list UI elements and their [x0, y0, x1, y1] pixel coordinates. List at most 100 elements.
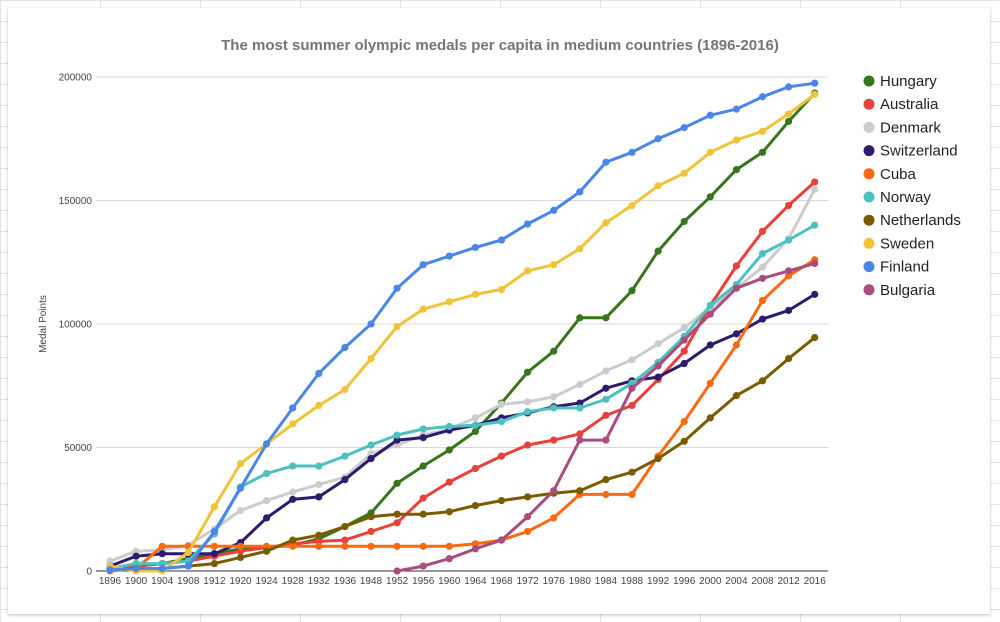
data-point-bulgaria — [497, 536, 506, 544]
data-point-cuba — [263, 542, 271, 550]
data-point-denmark — [654, 340, 662, 348]
data-point-bulgaria — [628, 384, 636, 392]
data-point-norway — [550, 404, 558, 412]
data-point-australia — [550, 436, 558, 444]
data-point-sweden — [445, 298, 453, 306]
data-point-finland — [602, 158, 610, 166]
x-tick-label: 1960 — [438, 576, 461, 587]
data-point-norway — [289, 462, 297, 470]
data-point-sweden — [315, 401, 323, 410]
legend-marker-norway — [863, 191, 875, 203]
data-point-sweden — [602, 219, 610, 227]
data-point-hungary — [785, 117, 793, 126]
data-point-cuba — [445, 542, 453, 550]
data-point-switzerland — [732, 330, 741, 338]
y-tick-label: 150000 — [59, 196, 93, 207]
data-point-sweden — [680, 169, 688, 177]
data-point-sweden — [471, 290, 479, 298]
y-tick-label: 50000 — [64, 443, 92, 454]
data-point-finland — [471, 243, 479, 252]
series-line-hungary — [108, 91, 817, 570]
x-tick-label: 1980 — [569, 576, 592, 587]
data-point-hungary — [471, 427, 479, 436]
data-point-switzerland — [602, 384, 610, 392]
data-point-hungary — [758, 148, 767, 156]
data-point-australia — [524, 441, 532, 449]
data-point-sweden — [393, 322, 401, 331]
data-point-cuba — [628, 490, 636, 499]
data-point-cuba — [419, 542, 427, 550]
data-point-norway — [341, 452, 349, 460]
data-point-denmark — [680, 324, 688, 332]
series-australia — [106, 178, 819, 574]
x-tick-label: 1984 — [595, 576, 618, 587]
data-point-norway — [576, 404, 584, 412]
x-tick-label: 2004 — [725, 576, 748, 587]
x-tick-label: 1968 — [490, 576, 513, 587]
data-point-switzerland — [393, 436, 401, 444]
data-point-switzerland — [706, 341, 714, 349]
x-tick-label: 1928 — [282, 576, 305, 587]
x-tick-label: 1996 — [673, 576, 696, 587]
data-point-netherlands — [210, 559, 218, 568]
data-point-netherlands — [393, 510, 401, 518]
series-finland — [106, 79, 819, 574]
legend-marker-australia — [863, 98, 875, 110]
data-point-cuba — [236, 542, 245, 550]
data-point-finland — [210, 527, 218, 536]
data-point-norway — [785, 236, 793, 244]
x-tick-label: 1896 — [99, 576, 122, 587]
data-point-finland — [393, 284, 401, 292]
data-point-switzerland — [785, 306, 793, 315]
data-point-finland — [367, 320, 375, 328]
series-line-denmark — [108, 187, 817, 563]
data-point-norway — [758, 250, 767, 258]
data-point-australia — [341, 536, 349, 544]
data-point-hungary — [524, 368, 532, 376]
data-point-finland — [550, 206, 558, 214]
series-bulgaria — [393, 259, 819, 575]
data-point-bulgaria — [758, 274, 767, 282]
series-line-cuba — [108, 258, 817, 573]
legend-label-norway: Norway — [880, 189, 931, 206]
data-point-sweden — [236, 459, 245, 468]
data-point-finland — [158, 564, 166, 573]
data-point-sweden — [654, 182, 662, 190]
data-point-australia — [471, 464, 479, 473]
legend-label-cuba: Cuba — [880, 166, 917, 183]
legend-label-finland: Finland — [880, 259, 929, 276]
data-point-cuba — [785, 272, 793, 280]
data-point-finland — [706, 111, 714, 119]
data-point-bulgaria — [445, 555, 453, 563]
data-point-norway — [471, 421, 479, 429]
data-point-bulgaria — [550, 487, 558, 495]
x-tick-label: 1988 — [621, 576, 644, 587]
data-point-australia — [602, 411, 610, 419]
data-point-sweden — [210, 503, 218, 511]
data-point-bulgaria — [602, 436, 610, 444]
x-tick-label: 1936 — [334, 576, 357, 587]
data-point-norway — [158, 559, 166, 568]
data-point-bulgaria — [706, 310, 714, 318]
data-point-australia — [785, 201, 793, 210]
data-point-norway — [602, 395, 610, 403]
data-point-denmark — [811, 185, 819, 193]
data-point-norway — [497, 417, 506, 426]
data-point-finland — [628, 148, 636, 156]
data-point-denmark — [393, 441, 401, 449]
data-point-australia — [628, 401, 636, 410]
data-point-sweden — [367, 354, 375, 363]
chart-card[interactable] — [8, 8, 990, 614]
x-tick-label: 1912 — [203, 576, 226, 587]
data-point-australia — [367, 527, 375, 536]
series-line-australia — [108, 180, 817, 572]
data-point-norway — [706, 301, 714, 310]
data-point-netherlands — [263, 547, 271, 555]
data-point-netherlands — [732, 392, 741, 400]
data-point-hungary — [628, 287, 636, 295]
data-point-netherlands — [576, 487, 584, 495]
data-point-sweden — [419, 305, 427, 313]
x-tick-label: 2008 — [751, 576, 774, 587]
